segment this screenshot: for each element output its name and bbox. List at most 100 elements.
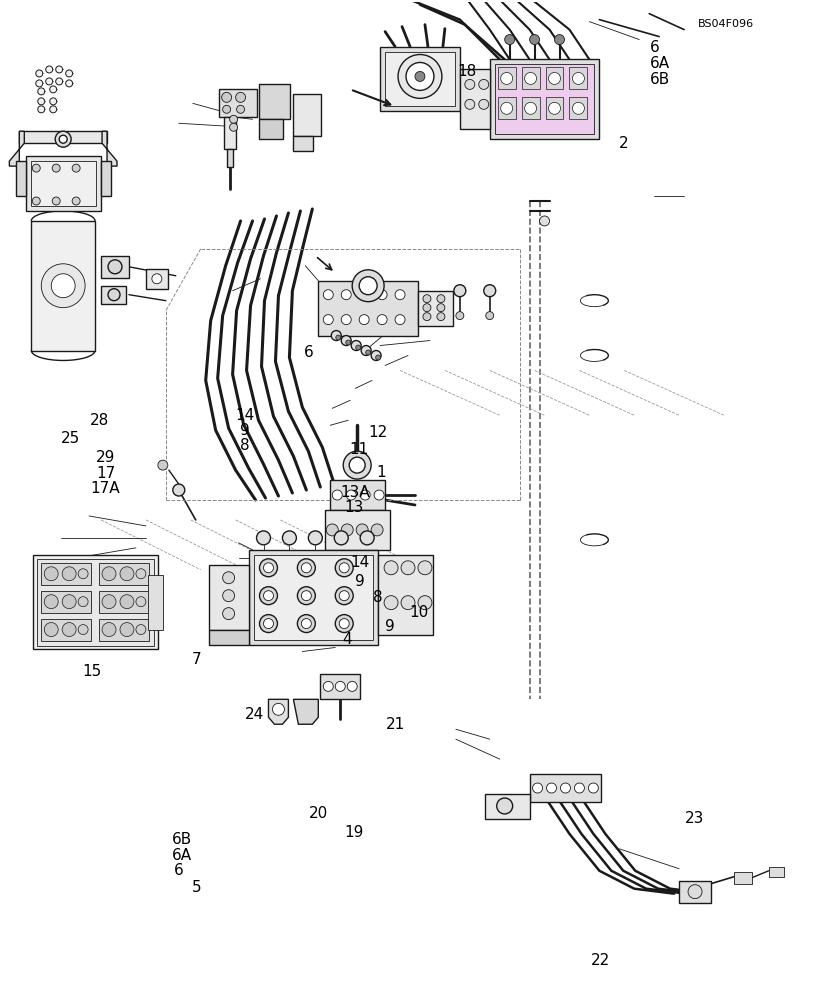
- Circle shape: [437, 304, 445, 312]
- Circle shape: [108, 260, 122, 274]
- Bar: [494, 64, 594, 134]
- Circle shape: [376, 355, 381, 360]
- Circle shape: [395, 290, 405, 300]
- Circle shape: [335, 335, 341, 340]
- Bar: [321, 674, 360, 699]
- Circle shape: [465, 79, 475, 89]
- Circle shape: [297, 559, 316, 577]
- Circle shape: [540, 216, 550, 226]
- Circle shape: [120, 567, 134, 581]
- Text: 6B: 6B: [650, 72, 671, 87]
- Circle shape: [66, 80, 73, 87]
- Circle shape: [222, 608, 235, 620]
- Circle shape: [32, 164, 40, 172]
- Bar: [330, 480, 385, 510]
- Circle shape: [152, 274, 162, 284]
- Circle shape: [302, 619, 311, 629]
- Circle shape: [360, 531, 374, 545]
- Circle shape: [359, 290, 369, 300]
- Bar: [254, 555, 373, 640]
- Text: 6: 6: [303, 345, 313, 360]
- Circle shape: [546, 783, 556, 793]
- Circle shape: [136, 625, 146, 635]
- Polygon shape: [269, 699, 288, 724]
- Bar: [101, 256, 129, 278]
- Circle shape: [136, 569, 146, 579]
- Bar: [37, 559, 154, 646]
- Bar: [41, 563, 91, 585]
- Circle shape: [222, 105, 231, 113]
- Circle shape: [395, 315, 405, 325]
- Text: 6: 6: [650, 40, 660, 55]
- Circle shape: [102, 623, 116, 637]
- Bar: [385, 52, 455, 106]
- Circle shape: [456, 312, 464, 320]
- Circle shape: [335, 531, 349, 545]
- Circle shape: [62, 595, 76, 609]
- Circle shape: [549, 102, 560, 114]
- Bar: [41, 619, 91, 641]
- Circle shape: [356, 345, 361, 350]
- Circle shape: [555, 35, 564, 45]
- Polygon shape: [102, 131, 117, 166]
- Circle shape: [264, 563, 274, 573]
- Bar: [325, 510, 390, 550]
- Text: 6: 6: [174, 863, 184, 878]
- Circle shape: [222, 92, 232, 102]
- Text: 6A: 6A: [171, 848, 191, 863]
- Circle shape: [406, 62, 434, 90]
- Circle shape: [398, 55, 442, 98]
- Text: 25: 25: [61, 431, 81, 446]
- Bar: [378, 555, 433, 635]
- Circle shape: [549, 72, 560, 84]
- Text: 5: 5: [192, 880, 202, 895]
- Bar: [33, 555, 158, 649]
- Circle shape: [297, 615, 316, 633]
- Circle shape: [283, 531, 297, 545]
- Bar: [41, 591, 91, 613]
- Text: 14: 14: [236, 408, 255, 423]
- Bar: [293, 136, 313, 151]
- Circle shape: [377, 315, 387, 325]
- Circle shape: [46, 78, 53, 85]
- Circle shape: [366, 350, 371, 355]
- Circle shape: [341, 336, 351, 346]
- Bar: [249, 550, 378, 645]
- Bar: [498, 67, 516, 89]
- Circle shape: [256, 531, 270, 545]
- Circle shape: [437, 313, 445, 321]
- Circle shape: [335, 559, 353, 577]
- Circle shape: [78, 569, 88, 579]
- Circle shape: [230, 123, 237, 131]
- Text: 29: 29: [96, 450, 115, 465]
- Circle shape: [52, 197, 60, 205]
- Bar: [530, 774, 602, 802]
- Circle shape: [465, 99, 475, 109]
- Circle shape: [377, 290, 387, 300]
- Circle shape: [346, 340, 351, 345]
- Circle shape: [423, 295, 431, 303]
- Circle shape: [335, 681, 345, 691]
- Circle shape: [49, 86, 57, 93]
- Circle shape: [418, 561, 432, 575]
- Circle shape: [532, 783, 542, 793]
- Circle shape: [323, 681, 333, 691]
- Circle shape: [384, 561, 398, 575]
- Bar: [380, 47, 460, 111]
- Text: 8: 8: [372, 590, 382, 605]
- Circle shape: [120, 595, 134, 609]
- Circle shape: [479, 99, 489, 109]
- Circle shape: [323, 315, 333, 325]
- Text: 9: 9: [354, 574, 364, 589]
- Circle shape: [339, 563, 349, 573]
- Text: 13A: 13A: [340, 485, 370, 500]
- Text: 19: 19: [344, 825, 364, 840]
- Circle shape: [525, 102, 536, 114]
- Bar: [569, 97, 588, 119]
- Circle shape: [51, 274, 75, 298]
- Circle shape: [56, 78, 63, 85]
- Circle shape: [73, 164, 80, 172]
- Polygon shape: [9, 131, 25, 166]
- Circle shape: [401, 596, 415, 610]
- Text: 11: 11: [349, 442, 369, 457]
